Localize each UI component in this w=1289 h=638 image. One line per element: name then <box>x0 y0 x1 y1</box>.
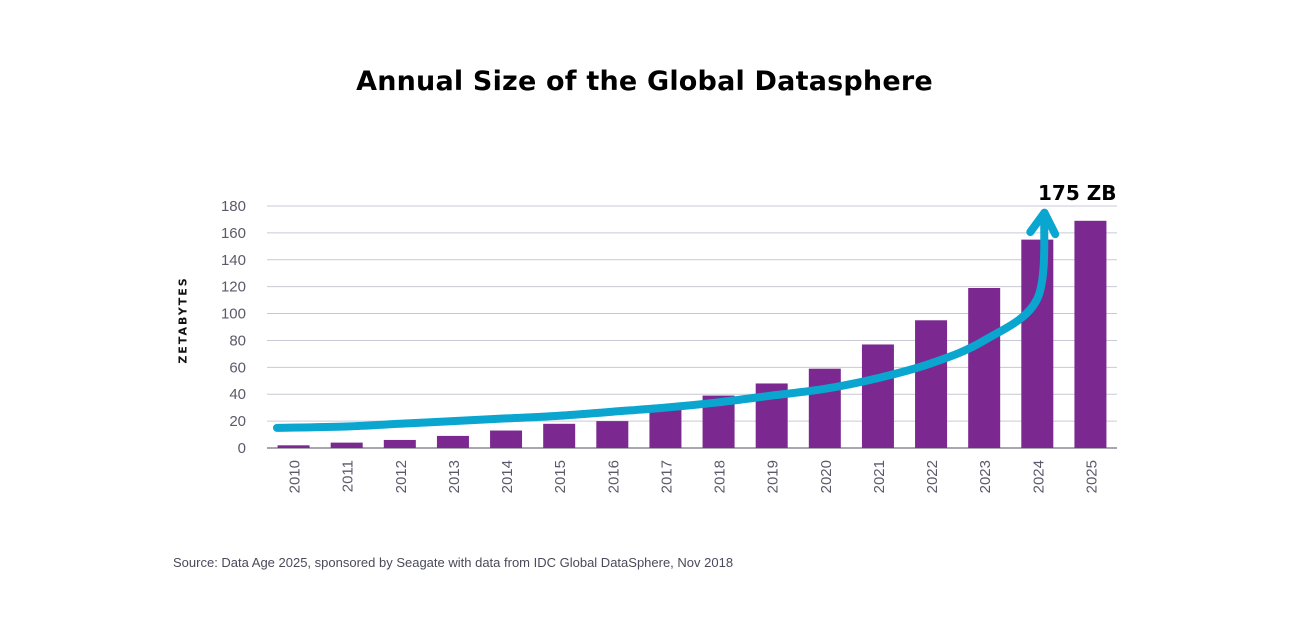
annotation-175zb: 175 ZB <box>1038 181 1116 205</box>
x-tick-label: 2013 <box>446 460 463 493</box>
x-tick-label: 2018 <box>712 460 729 493</box>
trend-arrow-head <box>1026 208 1060 239</box>
trend-arrow-curve <box>273 208 1049 432</box>
y-tick-labels: 0 20 40 60 80 100 120 140 160 180 <box>221 198 246 457</box>
x-tick-label: 2019 <box>765 460 782 493</box>
y-tick-label: 180 <box>221 198 246 215</box>
y-tick-label: 0 <box>238 440 246 457</box>
y-tick-label: 20 <box>229 413 246 430</box>
x-tick-label: 2011 <box>340 460 357 492</box>
y-tick-label: 100 <box>221 306 246 323</box>
x-tick-label: 2022 <box>924 460 941 493</box>
x-tick-label: 2025 <box>1083 460 1100 493</box>
x-tick-label: 2016 <box>605 460 622 493</box>
bar-2021 <box>861 344 894 448</box>
x-tick-label: 2021 <box>871 460 888 493</box>
x-tick-label: 2023 <box>977 460 994 493</box>
bar-2023 <box>968 288 1001 448</box>
x-tick-label: 2020 <box>818 460 835 493</box>
x-tick-label: 2017 <box>658 460 675 493</box>
x-tick-label: 2014 <box>499 460 516 493</box>
y-tick-label: 120 <box>221 279 246 296</box>
x-tick-label: 2012 <box>393 460 410 493</box>
x-tick-label: 2015 <box>552 460 569 493</box>
y-tick-label: 80 <box>229 332 246 349</box>
bar-2017 <box>649 407 682 448</box>
bar-2015 <box>543 423 576 448</box>
y-tick-label: 140 <box>221 252 246 269</box>
bar-2020 <box>808 368 841 448</box>
trend-arrow <box>273 208 1060 432</box>
bar-2012 <box>383 439 416 448</box>
bar-2013 <box>436 435 469 448</box>
x-tick-label: 2024 <box>1030 460 1047 493</box>
y-tick-label: 40 <box>229 386 246 403</box>
bar-2014 <box>490 430 523 448</box>
bar-2010 <box>277 445 310 448</box>
y-tick-label: 160 <box>221 225 246 242</box>
x-tick-label: 2010 <box>287 460 304 493</box>
bar-2022 <box>915 320 948 448</box>
chart-title: Annual Size of the Global Datasphere <box>356 66 933 97</box>
bar-2025 <box>1074 220 1107 448</box>
bar-2016 <box>596 421 629 448</box>
bars <box>277 220 1107 448</box>
bar-2011 <box>330 442 363 448</box>
bar-2024 <box>1021 239 1054 448</box>
x-tick-labels: 2010 2011 2012 2013 2014 2015 2016 2017 2018 2019… <box>287 460 1101 493</box>
y-tick-label: 60 <box>229 359 246 376</box>
source-note: Source: Data Age 2025, sponsored by Seag… <box>173 555 734 570</box>
